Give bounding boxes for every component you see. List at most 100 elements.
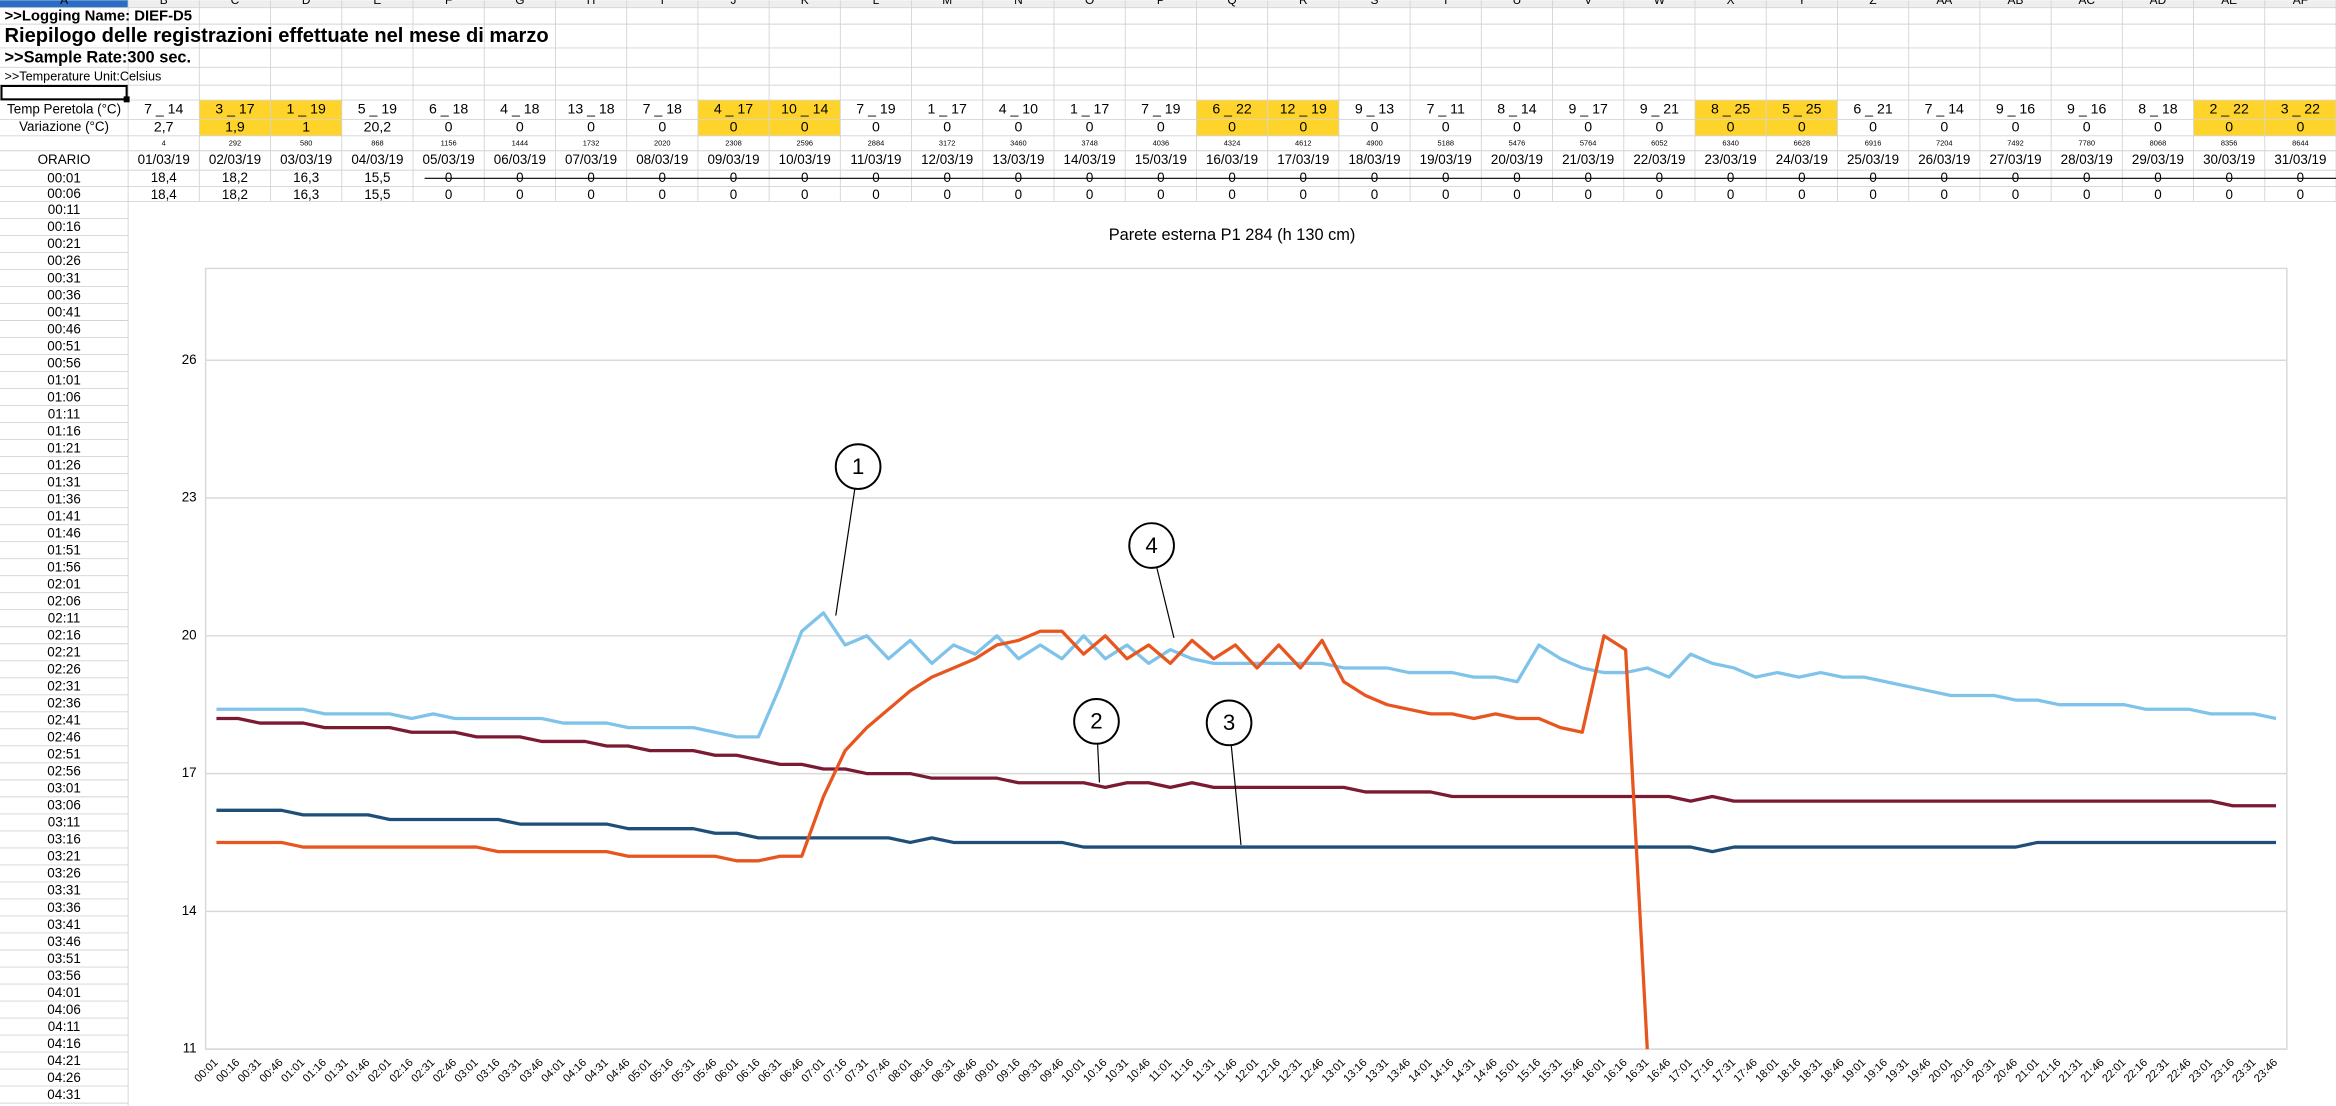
column-letter[interactable]: B xyxy=(160,0,168,7)
cell-value: 0 xyxy=(2225,170,2232,185)
temp-range: 9 _ 17 xyxy=(1569,101,1608,117)
column-letter[interactable]: AC xyxy=(2078,0,2095,7)
variation: 0 xyxy=(1442,118,1450,134)
cell-value: 0 xyxy=(730,187,737,202)
variation: 0 xyxy=(2225,118,2233,134)
column-letter[interactable]: C xyxy=(231,0,240,7)
variation: 0 xyxy=(943,118,951,134)
column-letter[interactable]: H xyxy=(587,0,596,7)
callout-label: 1 xyxy=(852,454,864,479)
temp-range: 8 _ 25 xyxy=(1711,101,1750,117)
column-letter[interactable]: E xyxy=(373,0,381,7)
row-label: Temp Peretola (°C) xyxy=(7,101,121,116)
cell-value: 18,4 xyxy=(151,187,178,202)
time-label: 02:16 xyxy=(47,628,81,643)
y-tick-label: 20 xyxy=(182,627,197,642)
column-letter[interactable]: Q xyxy=(1227,0,1236,7)
column-letter[interactable]: AF xyxy=(2293,0,2308,7)
time-label: 03:26 xyxy=(47,866,81,881)
column-letter[interactable]: Z xyxy=(1869,0,1876,7)
column-letter[interactable]: AE xyxy=(2221,0,2237,7)
temp-range: 6 _ 21 xyxy=(1853,101,1892,117)
fill-handle xyxy=(123,96,130,103)
time-label: 03:56 xyxy=(47,968,81,983)
column-letter[interactable]: N xyxy=(1014,0,1023,7)
sample-index: 6052 xyxy=(1651,138,1668,147)
callout-leader xyxy=(1096,743,1101,783)
column-letter[interactable]: R xyxy=(1299,0,1308,7)
callout-circle xyxy=(1205,699,1253,747)
callout-circle xyxy=(1073,698,1120,745)
time-label: 03:46 xyxy=(47,934,81,949)
temp-range: 12 _ 19 xyxy=(1280,101,1327,117)
sample-rate: >>Sample Rate:300 sec. xyxy=(4,49,191,67)
series-line xyxy=(216,716,2276,808)
sample-index: 4612 xyxy=(1295,138,1312,147)
column-letter[interactable]: D xyxy=(302,0,311,7)
column-letter[interactable]: K xyxy=(801,0,809,7)
time-label: 01:26 xyxy=(47,457,81,472)
column-letter[interactable]: P xyxy=(1157,0,1165,7)
cell-value: 0 xyxy=(1656,170,1663,185)
cell-value: 0 xyxy=(943,170,950,185)
column-letter[interactable]: AD xyxy=(2150,0,2167,7)
variation: 0 xyxy=(1157,118,1165,134)
column-letter[interactable]: U xyxy=(1513,0,1522,7)
column-letter[interactable]: AA xyxy=(1936,0,1952,7)
column-letter[interactable]: G xyxy=(515,0,524,7)
cell-value: 0 xyxy=(1941,170,1948,185)
date: 07/03/19 xyxy=(565,152,617,167)
sample-index: 3748 xyxy=(1081,138,1098,147)
sample-index: 6340 xyxy=(1722,138,1739,147)
date: 17/03/19 xyxy=(1277,152,1329,167)
variation: 0 xyxy=(2154,118,2162,134)
highlight-cell xyxy=(199,100,271,136)
temp-range: 9 _ 21 xyxy=(1640,101,1679,117)
time-label: 04:06 xyxy=(47,1002,81,1017)
column-letter[interactable]: J xyxy=(731,0,737,7)
column-letter[interactable]: T xyxy=(1442,0,1449,7)
column-letter[interactable]: A xyxy=(60,0,68,7)
date: 27/03/19 xyxy=(1989,152,2041,167)
column-letter[interactable]: Y xyxy=(1798,0,1806,7)
column-letter[interactable]: M xyxy=(942,0,952,7)
callout-leader xyxy=(1156,567,1175,639)
time-label: 02:06 xyxy=(47,594,81,609)
column-letter[interactable]: AB xyxy=(2008,0,2024,7)
date: 23/03/19 xyxy=(1705,152,1757,167)
date: 19/03/19 xyxy=(1420,152,1472,167)
column-letter[interactable]: O xyxy=(1085,0,1094,7)
temp-range: 10 _ 14 xyxy=(781,101,828,117)
selected-cell[interactable] xyxy=(0,84,128,101)
chart-area xyxy=(131,202,2336,1106)
date: 20/03/19 xyxy=(1491,152,1543,167)
column-letter[interactable]: L xyxy=(873,0,880,7)
column-letter[interactable]: W xyxy=(1654,0,1666,7)
variation: 0 xyxy=(658,118,666,134)
column-letter[interactable]: S xyxy=(1371,0,1379,7)
cell-value: 0 xyxy=(2083,170,2090,185)
date: 04/03/19 xyxy=(351,152,403,167)
sample-index: 6916 xyxy=(1865,138,1882,147)
date: 08/03/19 xyxy=(636,152,688,167)
cell-value: 18,2 xyxy=(222,170,248,185)
column-letter[interactable]: V xyxy=(1584,0,1592,7)
column-letter[interactable]: X xyxy=(1727,0,1735,7)
cell-value: 0 xyxy=(1015,170,1022,185)
sample-index: 4324 xyxy=(1224,138,1241,147)
date: 10/03/19 xyxy=(779,152,831,167)
time-label: 00:21 xyxy=(47,236,81,251)
sample-index: 2308 xyxy=(725,138,742,147)
highlight-cell xyxy=(1695,100,1767,136)
column-letter[interactable]: F xyxy=(445,0,452,7)
sample-index: 1156 xyxy=(441,138,457,147)
sample-index: 5476 xyxy=(1509,138,1526,147)
time-label: 02:36 xyxy=(47,696,81,711)
cell-value: 18,4 xyxy=(151,170,178,185)
date: 31/03/19 xyxy=(2274,152,2326,167)
highlight-cell xyxy=(2264,100,2336,136)
temp-range: 4 _ 10 xyxy=(999,101,1038,117)
y-tick-label: 26 xyxy=(182,352,197,367)
column-letter[interactable]: I xyxy=(661,0,664,7)
temp-range: 5 _ 19 xyxy=(358,101,397,117)
